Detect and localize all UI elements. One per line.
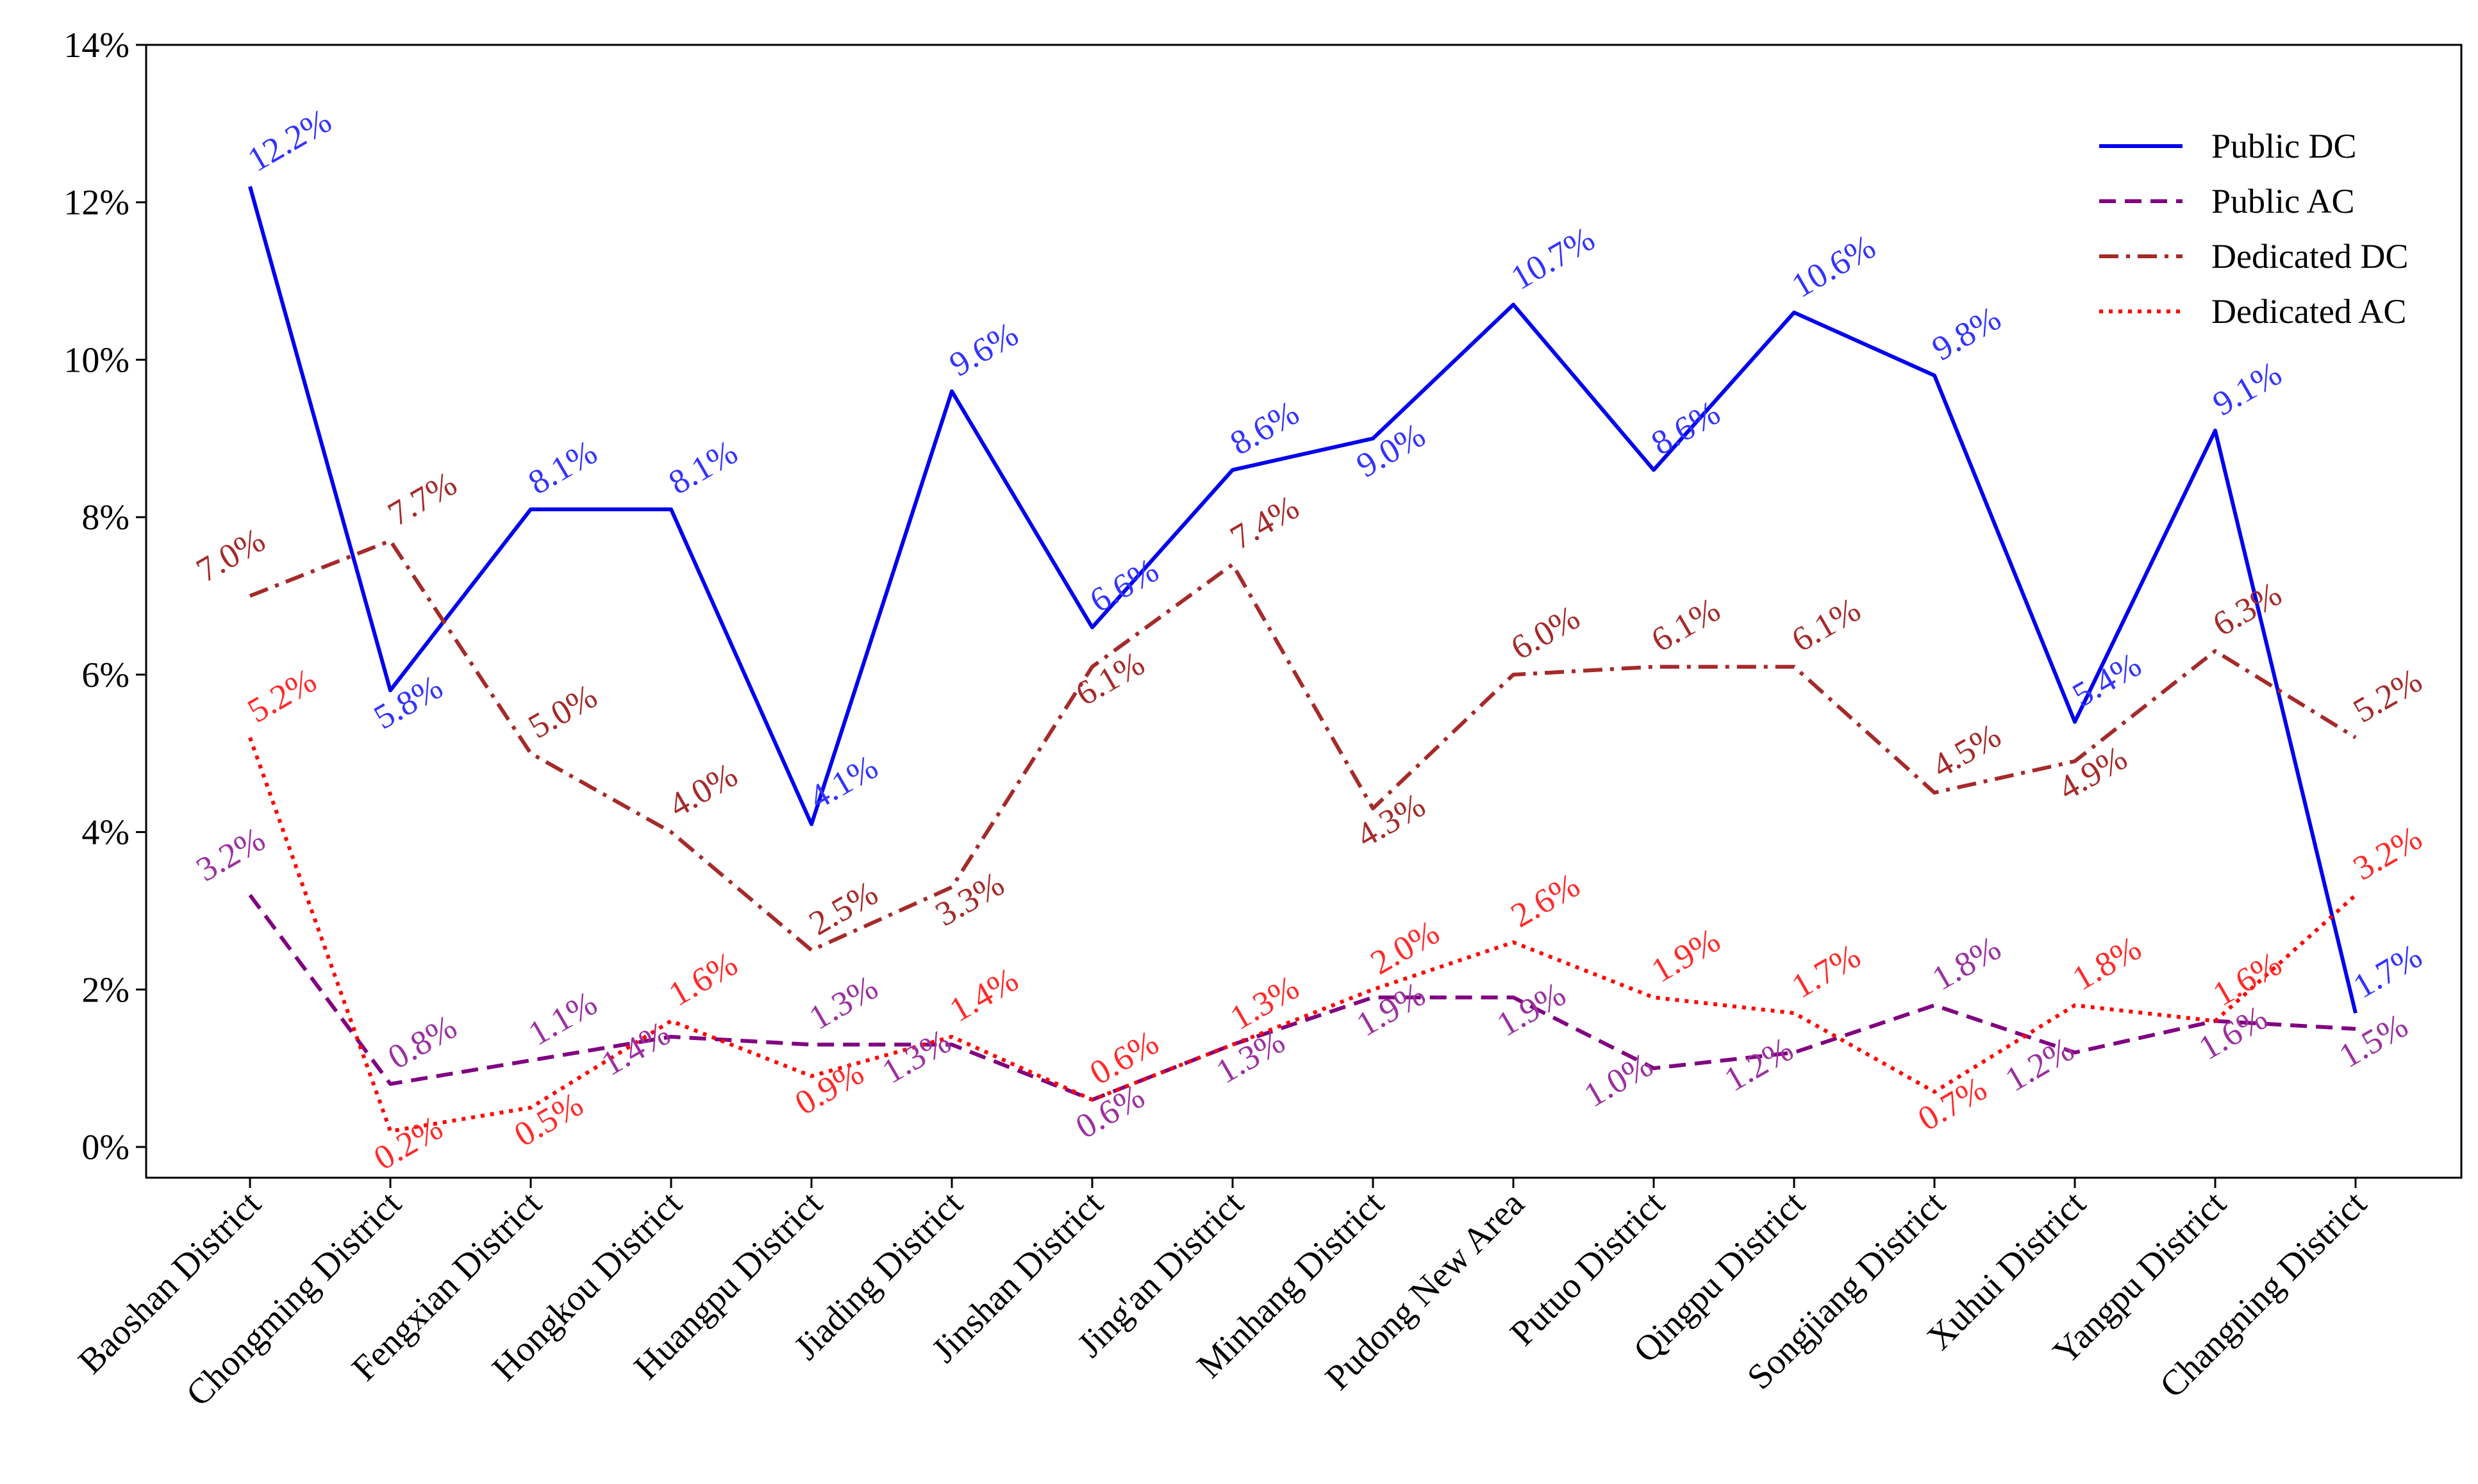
series-line-public-ac [248,894,2356,1102]
legend-label: Public AC [2211,182,2355,220]
data-label: 4.0% [662,755,744,825]
data-label: 1.2% [1718,1030,1799,1099]
y-tick-label: 6% [81,655,129,695]
data-label: 9.1% [2206,354,2288,423]
data-label: 1.9% [1645,921,1726,990]
data-label: 6.3% [2206,574,2288,643]
y-tick-label: 10% [63,340,129,380]
data-labels-layer: 12.2%5.8%8.1% 8.1%4.1%9.6%6.6%8.6% 9.0%10.… [190,101,2428,1178]
y-tick-label: 0% [81,1128,129,1167]
data-label: 0.2% [367,1109,449,1178]
legend-label: Public DC [2211,127,2357,165]
data-label: 1.9% [1350,975,1431,1044]
data-label: 1.8% [1925,928,2007,998]
data-label: 1.8% [2066,928,2147,998]
y-tick-label: 4% [81,813,129,853]
data-label: 0.5% [508,1085,589,1154]
plot-area-frame [145,44,2463,1179]
data-label: 5.8% [367,668,449,737]
data-label: 6.0% [1504,598,1586,667]
data-label: 1.1% [522,984,603,1053]
data-label: 5.2% [2347,661,2428,730]
y-tick-label: 14% [63,26,129,65]
legend-label: Dedicated DC [2211,237,2408,276]
series-line-public-dc [248,186,2357,1014]
data-label: 0.8% [381,1007,463,1076]
data-label: 12.2% [241,101,338,179]
data-label: 2.0% [1364,912,1445,982]
data-label: 8.1% [522,433,603,502]
data-label: 7.7% [381,464,463,533]
data-label: 1.3% [876,1021,957,1091]
data-label: 1.2% [1999,1030,2080,1099]
data-label: 10.7% [1504,219,1601,297]
y-tick-label: 12% [63,183,129,223]
data-label: 0.7% [1911,1069,1993,1138]
y-axis: 0% 2% 4% 6% 8% 10% 12% 14% [63,26,146,1167]
data-label: 4.3% [1350,786,1431,855]
data-label: 8.6% [1224,393,1305,463]
data-label: 7.4% [1224,488,1305,557]
series-line-dedicated-dc [249,539,2357,952]
y-tick-label: 8% [81,498,129,538]
data-label: 1.9% [1490,975,1572,1044]
data-label: 1.3% [802,968,884,1037]
data-label: 5.0% [522,677,603,746]
data-label: 6.1% [1785,590,1867,659]
data-label: 6.1% [1069,644,1151,713]
y-tick-label: 2% [81,970,129,1010]
data-label: 3.2% [190,820,271,889]
data-label: 1.7% [1785,936,1867,1005]
data-label: 1.4% [943,960,1024,1029]
data-label: 3.2% [2347,818,2428,887]
data-label: 1.0% [1577,1045,1659,1114]
data-label: 4.5% [1925,716,2007,785]
data-label: 2.5% [802,873,884,943]
data-label: 6.1% [1645,590,1726,659]
data-label: 7.0% [190,520,271,589]
legend: Public DC Public AC Dedicated DC Dedicated … [2099,127,2408,331]
data-label: 8.1% [662,433,744,502]
data-label: 4.1% [802,747,884,816]
data-label: 1.7% [2347,936,2428,1005]
data-label: 1.6% [662,944,744,1014]
data-label: 9.0% [1350,415,1431,484]
data-label: 4.9% [2052,738,2133,807]
data-label: 9.8% [1925,299,2007,368]
series-layer [248,186,2357,1134]
data-label: 1.4% [595,1014,676,1083]
data-label: 1.5% [2332,1006,2414,1075]
data-label: 2.6% [1504,866,1586,935]
data-label: 3.3% [929,864,1010,934]
legend-label: Dedicated AC [2211,292,2406,331]
data-label: 10.6% [1785,227,1882,305]
data-label: 5.2% [241,661,322,730]
data-label: 9.6% [943,315,1024,384]
